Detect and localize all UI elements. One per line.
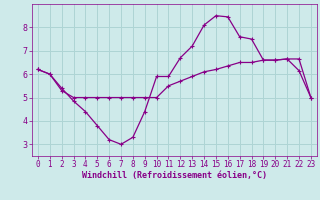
X-axis label: Windchill (Refroidissement éolien,°C): Windchill (Refroidissement éolien,°C) [82,171,267,180]
